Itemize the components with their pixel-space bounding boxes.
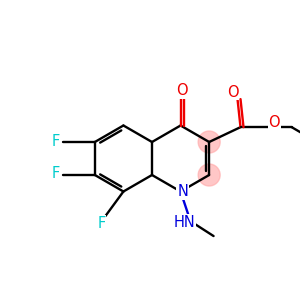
Text: O: O — [176, 83, 188, 98]
Circle shape — [198, 164, 220, 186]
Text: N: N — [177, 184, 188, 199]
Text: O: O — [268, 115, 280, 130]
Text: HN: HN — [174, 215, 195, 230]
Circle shape — [198, 131, 220, 153]
Text: F: F — [97, 216, 105, 231]
Text: O: O — [227, 85, 238, 100]
Text: F: F — [51, 134, 60, 148]
Text: F: F — [51, 167, 60, 182]
